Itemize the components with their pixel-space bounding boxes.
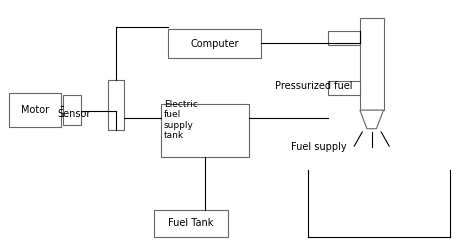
Text: Fuel supply: Fuel supply: [292, 142, 347, 152]
Bar: [155, 210, 228, 237]
Text: Motor: Motor: [21, 105, 49, 115]
Text: Fuel Tank: Fuel Tank: [168, 218, 214, 228]
Bar: [161, 104, 249, 157]
Bar: [328, 30, 360, 46]
Bar: [360, 18, 383, 110]
Text: Pressurized fuel: Pressurized fuel: [275, 82, 352, 92]
Bar: [63, 95, 81, 125]
Bar: [109, 80, 124, 130]
Polygon shape: [360, 110, 383, 129]
Bar: [168, 29, 261, 58]
Text: Computer: Computer: [190, 38, 239, 48]
Bar: [9, 93, 61, 128]
Text: Electric
fuel
supply
tank: Electric fuel supply tank: [164, 100, 198, 140]
Text: Sensor: Sensor: [57, 109, 91, 119]
Bar: [328, 82, 360, 95]
